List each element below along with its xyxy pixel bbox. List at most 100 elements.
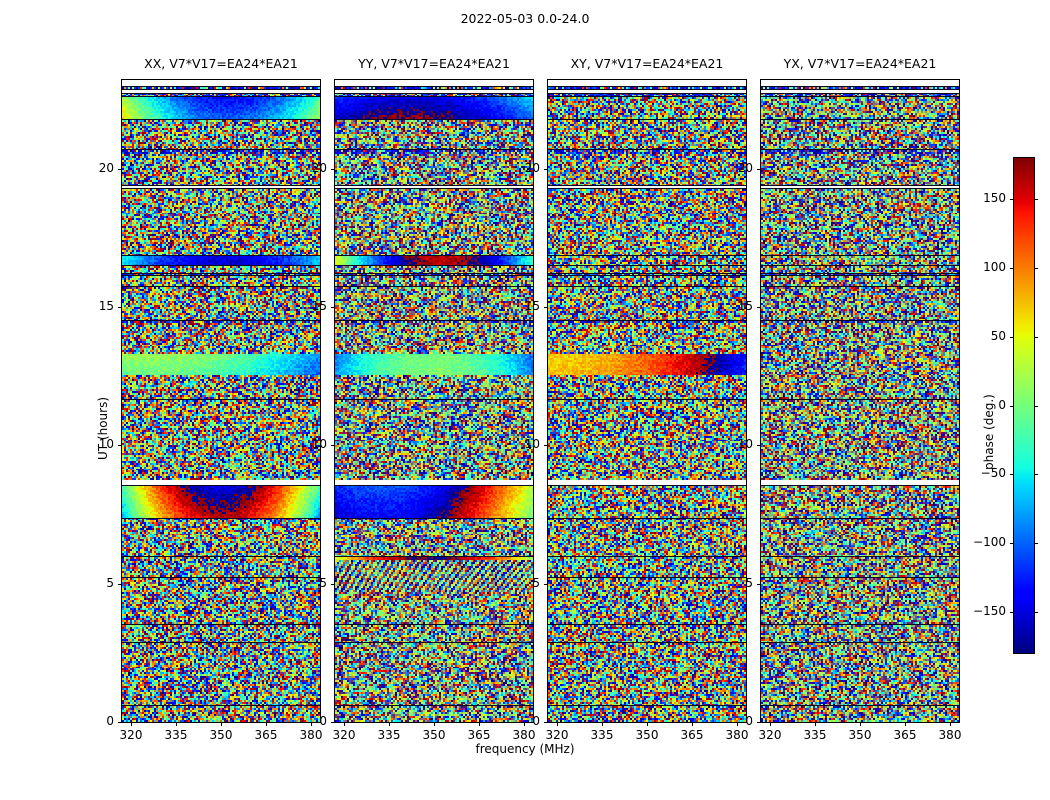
y-tick-label-xy-2: 10 xyxy=(524,437,540,452)
colorbar-tick-label-1: 100 xyxy=(983,260,1006,274)
x-tickmark xyxy=(647,722,648,726)
x-tick-label-yx-2: 350 xyxy=(848,728,872,742)
x-tick-label-xx-0: 320 xyxy=(119,728,143,742)
y-tick-label-yy-1: 5 xyxy=(319,575,327,590)
x-tickmark xyxy=(479,722,480,726)
figure-suptitle: 2022-05-03 0.0-24.0 xyxy=(460,11,590,26)
y-tickmark xyxy=(757,445,761,446)
x-tick-label-yx-1: 335 xyxy=(803,728,827,742)
x-tickmark xyxy=(311,722,312,726)
y-tickmark xyxy=(544,445,548,446)
y-tick-label-xx-3: 15 xyxy=(98,298,114,313)
y-tick-label-yx-0: 0 xyxy=(745,714,753,728)
y-tick-label-yx-1: 5 xyxy=(745,575,753,590)
y-tick-label-yx-2: 10 xyxy=(737,437,753,452)
waterfall-panel-xx xyxy=(122,80,320,722)
y-tick-label-yx-3: 15 xyxy=(737,298,753,313)
x-tickmark xyxy=(602,722,603,726)
colorbar-tickmark xyxy=(1034,543,1038,544)
x-tick-label-yx-4: 380 xyxy=(938,728,962,742)
colorbar-tickmark xyxy=(1034,337,1038,338)
x-tickmark xyxy=(815,722,816,726)
colorbar-tick-label-0: 150 xyxy=(983,191,1006,206)
x-tickmark xyxy=(131,722,132,726)
y-tickmark xyxy=(757,169,761,170)
waterfall-panel-yx xyxy=(761,80,959,722)
colorbar-tickmark xyxy=(1010,612,1014,613)
y-tickmark xyxy=(118,307,122,308)
x-tickmark xyxy=(770,722,771,726)
x-tickmark xyxy=(524,722,525,726)
panel-title-yx: YX, V7*V17=EA24*EA21 xyxy=(783,56,937,71)
y-tick-label-yy-2: 10 xyxy=(311,437,327,452)
y-tickmark xyxy=(544,722,548,723)
y-tickmark xyxy=(331,307,335,308)
colorbar-tick-label-5: −100 xyxy=(973,535,1006,549)
x-tick-label-xy-2: 350 xyxy=(635,728,659,742)
y-tickmark xyxy=(757,584,761,585)
x-tick-label-xx-4: 380 xyxy=(299,728,323,742)
waterfall-panel-xy xyxy=(548,80,746,722)
x-tickmark xyxy=(950,722,951,726)
y-tick-label-xx-1: 5 xyxy=(106,575,114,590)
x-tick-label-yx-0: 320 xyxy=(758,728,782,742)
y-tick-label-yx-4: 20 xyxy=(737,160,753,175)
y-tickmark xyxy=(331,169,335,170)
x-tick-label-xx-1: 335 xyxy=(164,728,188,742)
colorbar-tickmark xyxy=(1034,612,1038,613)
x-tick-label-yy-4: 380 xyxy=(512,728,536,742)
panel-title-xx: XX, V7*V17=EA24*EA21 xyxy=(144,56,298,71)
x-tickmark xyxy=(860,722,861,726)
y-tick-label-xx-0: 0 xyxy=(106,714,114,728)
x-tickmark xyxy=(905,722,906,726)
colorbar-tickmark xyxy=(1010,543,1014,544)
colorbar-tickmark xyxy=(1010,268,1014,269)
x-tick-label-yy-3: 365 xyxy=(467,728,491,742)
colorbar-tickmark xyxy=(1010,337,1014,338)
colorbar-tickmark xyxy=(1034,474,1038,475)
y-tick-label-xx-4: 20 xyxy=(98,160,114,175)
y-tickmark xyxy=(544,307,548,308)
x-tick-label-yx-3: 365 xyxy=(893,728,917,742)
y-axis-label: UT (hours) xyxy=(96,396,110,460)
y-tickmark xyxy=(118,584,122,585)
y-tick-label-xy-3: 15 xyxy=(524,298,540,313)
x-tick-label-xy-1: 335 xyxy=(590,728,614,742)
y-tick-label-xy-1: 5 xyxy=(532,575,540,590)
y-tickmark xyxy=(544,169,548,170)
x-tick-label-xy-0: 320 xyxy=(545,728,569,742)
x-tick-label-yy-0: 320 xyxy=(332,728,356,742)
colorbar-tick-label-2: 50 xyxy=(990,328,1006,343)
y-tickmark xyxy=(118,169,122,170)
x-tickmark xyxy=(266,722,267,726)
x-tickmark xyxy=(434,722,435,726)
y-tickmark xyxy=(757,722,761,723)
panel-title-xy: XY, V7*V17=EA24*EA21 xyxy=(570,56,724,71)
x-tickmark xyxy=(389,722,390,726)
x-tickmark xyxy=(344,722,345,726)
x-tick-label-yy-2: 350 xyxy=(422,728,446,742)
colorbar-tickmark xyxy=(1010,406,1014,407)
colorbar-tickmark xyxy=(1034,199,1038,200)
y-tick-label-xx-2: 10 xyxy=(98,437,114,452)
x-tickmark xyxy=(176,722,177,726)
colorbar-gradient xyxy=(1014,158,1034,653)
x-tickmark xyxy=(557,722,558,726)
x-tickmark xyxy=(221,722,222,726)
colorbar-tickmark xyxy=(1034,406,1038,407)
x-tick-label-xy-4: 380 xyxy=(725,728,749,742)
y-tickmark xyxy=(544,584,548,585)
x-tick-label-xy-3: 365 xyxy=(680,728,704,742)
y-tick-label-xy-4: 20 xyxy=(524,160,540,175)
colorbar-tickmark xyxy=(1010,199,1014,200)
y-tickmark xyxy=(331,584,335,585)
x-tick-label-yy-1: 335 xyxy=(377,728,401,742)
y-tick-label-yy-4: 20 xyxy=(311,160,327,175)
colorbar-tickmark xyxy=(1010,474,1014,475)
y-tick-label-yy-0: 0 xyxy=(319,714,327,728)
colorbar-label: phase (deg.) xyxy=(982,394,996,470)
y-tick-label-yy-3: 15 xyxy=(311,298,327,313)
x-tickmark xyxy=(737,722,738,726)
y-tickmark xyxy=(757,307,761,308)
